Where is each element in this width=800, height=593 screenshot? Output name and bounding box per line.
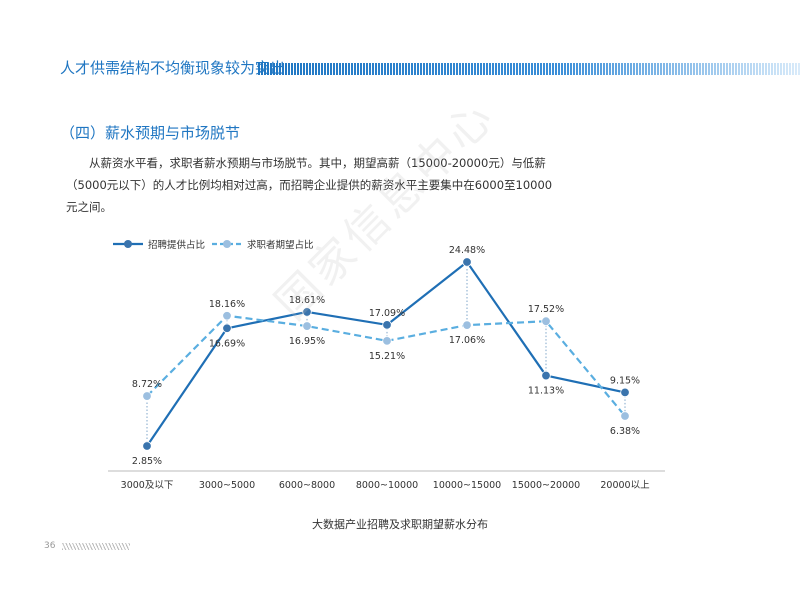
data-point-0 [142,441,152,451]
data-label: 17.09% [369,308,405,319]
legend-marker-0 [124,240,132,248]
data-label: 24.48% [449,245,485,256]
page-number-decor [62,543,130,550]
data-point-1 [382,336,392,346]
legend-label: 招聘提供占比 [148,239,205,251]
data-label: 8.72% [132,379,162,390]
data-label: 17.52% [528,304,564,315]
data-point-0 [222,323,232,333]
data-point-1 [541,316,551,326]
data-label: 16.69% [209,338,245,349]
x-tick-label: 3000~5000 [199,480,255,491]
legend-label: 求职者期望占比 [247,239,314,251]
x-tick-label: 8000~10000 [356,480,418,491]
header-decor-bar [258,63,800,75]
data-label: 17.06% [449,335,485,346]
x-tick-label: 15000~20000 [512,480,580,491]
data-point-1 [620,411,630,421]
data-point-0 [462,257,472,267]
data-label: 16.95% [289,336,325,347]
x-tick-label: 20000以上 [600,480,650,491]
data-point-1 [222,311,232,321]
series-line-1 [146,314,626,417]
data-point-1 [302,321,312,331]
data-label: 11.13% [528,386,564,397]
data-point-0 [541,370,551,381]
data-label: 6.38% [610,426,640,437]
chart-caption: 大数据产业招聘及求职期望薪水分布 [312,518,488,531]
paragraph-text: 从薪资水平看，求职者薪水预期与市场脱节。其中，期望高薪（15000-20000元… [66,156,553,214]
data-point-0 [620,387,630,398]
section-title: （四）薪水预期与市场脱节 [60,124,241,142]
data-label: 9.15% [610,375,640,386]
data-label: 2.85% [132,456,162,467]
data-point-0 [382,320,392,330]
data-point-0 [302,307,312,317]
page-number: 36 [44,541,56,551]
data-label: 18.16% [209,299,245,310]
x-tick-label: 10000~15000 [433,480,501,491]
x-tick-label: 6000~8000 [279,480,335,491]
legend-marker-1 [223,240,231,248]
data-label: 18.61% [289,295,325,306]
x-tick-label: 3000及以下 [121,480,174,491]
body-paragraph: 从薪资水平看，求职者薪水预期与市场脱节。其中，期望高薪（15000-20000元… [66,152,556,218]
data-point-1 [462,320,472,330]
header-title: 人才供需结构不均衡现象较为突出 [60,59,286,77]
data-point-1 [142,391,152,401]
data-label: 15.21% [369,351,405,362]
